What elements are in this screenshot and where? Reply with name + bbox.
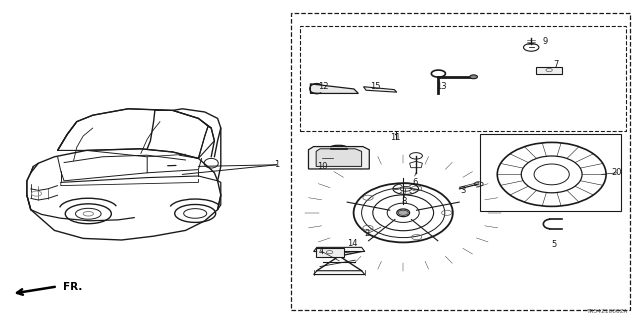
Polygon shape bbox=[364, 87, 397, 92]
Text: 9: 9 bbox=[543, 37, 548, 46]
Text: 12: 12 bbox=[319, 82, 329, 91]
Bar bbox=[300, 26, 626, 131]
Text: 8: 8 bbox=[402, 197, 407, 206]
Text: 3: 3 bbox=[461, 186, 466, 195]
Polygon shape bbox=[308, 147, 369, 169]
Text: 11: 11 bbox=[390, 133, 401, 142]
Bar bbox=[291, 13, 630, 310]
Text: 4: 4 bbox=[319, 247, 324, 256]
Polygon shape bbox=[536, 67, 562, 74]
Text: 6: 6 bbox=[412, 178, 417, 187]
Text: 5: 5 bbox=[551, 240, 556, 249]
Circle shape bbox=[470, 75, 477, 79]
Circle shape bbox=[398, 210, 408, 215]
Polygon shape bbox=[314, 247, 365, 252]
Polygon shape bbox=[314, 271, 365, 275]
Bar bbox=[480, 134, 621, 211]
Text: 2: 2 bbox=[365, 229, 370, 238]
Polygon shape bbox=[316, 149, 362, 166]
Text: 10: 10 bbox=[317, 162, 327, 171]
Text: 15: 15 bbox=[371, 82, 381, 91]
Text: 14: 14 bbox=[347, 239, 357, 248]
Polygon shape bbox=[310, 84, 358, 93]
Text: 13: 13 bbox=[436, 82, 447, 91]
Polygon shape bbox=[316, 248, 344, 257]
Text: 7: 7 bbox=[553, 60, 558, 68]
Text: FR.: FR. bbox=[63, 282, 82, 292]
Text: 1: 1 bbox=[274, 160, 279, 169]
Text: TR54Z1000ZA: TR54Z1000ZA bbox=[588, 309, 628, 314]
Text: 20: 20 bbox=[612, 168, 622, 177]
